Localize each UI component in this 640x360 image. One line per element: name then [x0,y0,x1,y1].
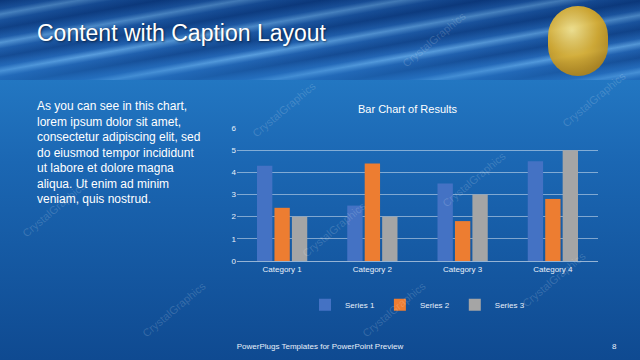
svg-text:Series 1: Series 1 [345,301,375,310]
svg-text:3: 3 [232,190,237,199]
svg-text:5: 5 [232,146,237,155]
svg-text:Category 2: Category 2 [353,265,393,274]
svg-text:4: 4 [232,168,237,177]
svg-text:Category 3: Category 3 [443,265,483,274]
svg-text:Series 3: Series 3 [495,301,525,310]
svg-text:Bar Chart of Results: Bar Chart of Results [358,103,458,115]
svg-text:1: 1 [232,235,237,244]
svg-text:Category 1: Category 1 [263,265,303,274]
svg-text:6: 6 [232,124,237,133]
svg-text:Series 2: Series 2 [420,301,450,310]
svg-text:0: 0 [232,257,237,266]
svg-text:2: 2 [232,212,237,221]
svg-text:Category 4: Category 4 [533,265,573,274]
